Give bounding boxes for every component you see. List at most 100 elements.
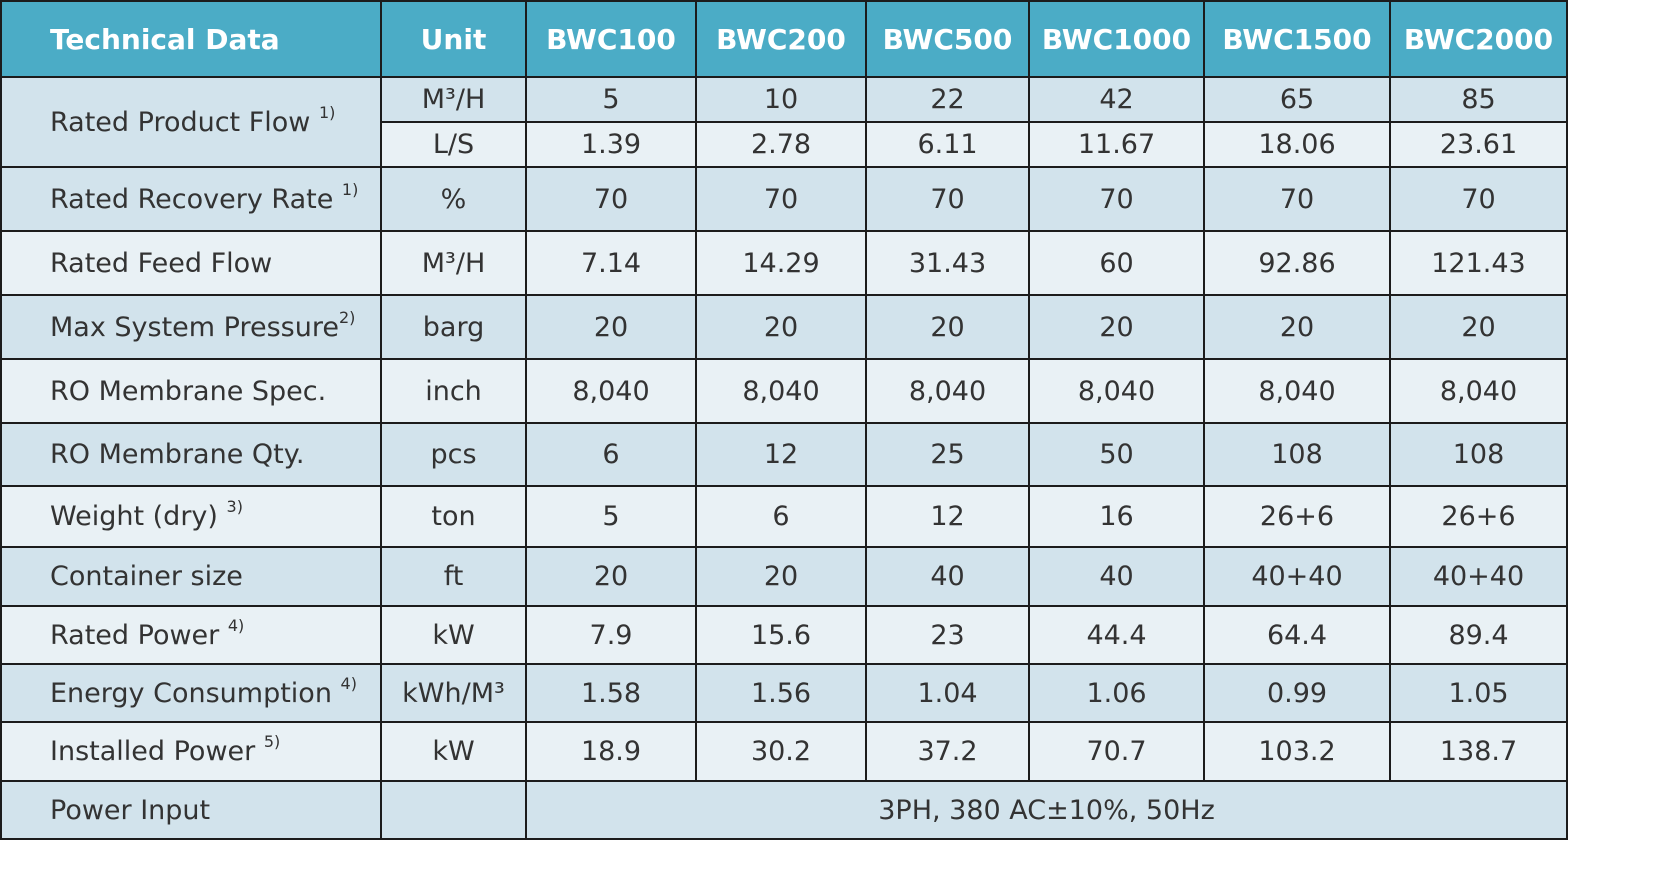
header-model: BWC2000 <box>1389 0 1568 78</box>
unit-cell: ton <box>380 485 527 548</box>
value-cell: 5 <box>525 76 697 123</box>
table-row: Rated Power 4) kW 7.9 15.6 23 44.4 64.4 … <box>0 605 1568 665</box>
value-cell: 20 <box>695 294 867 360</box>
table-row: Energy Consumption 4) kWh/M³ 1.58 1.56 1… <box>0 663 1568 723</box>
value-cell: 18.9 <box>525 721 697 782</box>
value-cell: 6 <box>695 485 867 548</box>
footnote-ref: 2) <box>338 307 356 327</box>
footnote-ref: 5) <box>263 732 281 751</box>
unit-cell <box>380 780 527 840</box>
header-row: Technical Data Unit BWC100 BWC200 BWC500… <box>0 0 1568 78</box>
table-row: Rated Product Flow 1) M³/H 5 10 22 42 65… <box>0 76 1568 168</box>
value-cell: 30.2 <box>695 721 867 782</box>
value-cell: 50 <box>1028 422 1205 487</box>
table-row: RO Membrane Spec. inch 8,040 8,040 8,040… <box>0 358 1568 424</box>
value-cell: 70 <box>1389 166 1568 232</box>
value-cell: 7.9 <box>525 605 697 665</box>
table-row: Installed Power 5) kW 18.9 30.2 37.2 70.… <box>0 721 1568 782</box>
unit-cell: M³/H <box>380 230 527 296</box>
value-cell: 15.6 <box>695 605 867 665</box>
value-cell: 40 <box>865 546 1030 607</box>
table-row: Container size ft 20 20 40 40 40+40 40+4… <box>0 546 1568 607</box>
table-row: Rated Recovery Rate 1) % 70 70 70 70 70 … <box>0 166 1568 232</box>
value-cell: 8,040 <box>525 358 697 424</box>
param-cell: RO Membrane Qty. <box>0 422 382 487</box>
value-cell: 22 <box>865 76 1030 123</box>
value-cell: 20 <box>1028 294 1205 360</box>
value-cell: 7.14 <box>525 230 697 296</box>
value-cell: 23.61 <box>1389 121 1568 168</box>
value-cell: 12 <box>865 485 1030 548</box>
unit-cell: pcs <box>380 422 527 487</box>
value-cell: 65 <box>1203 76 1391 123</box>
value-cell: 12 <box>695 422 867 487</box>
table-row: L/S 1.39 2.78 6.11 11.67 18.06 23.61 <box>1 121 1568 168</box>
value-cell: 6 <box>525 422 697 487</box>
value-cell: 1.06 <box>1028 663 1205 723</box>
footnote-ref: 4) <box>340 673 357 693</box>
param-label: Rated Feed Flow <box>50 247 273 279</box>
value-cell: 44.4 <box>1028 605 1205 665</box>
value-cell: 8,040 <box>865 358 1030 424</box>
header-model: BWC500 <box>865 0 1030 78</box>
unit-cell: kW <box>380 721 527 782</box>
value-cell: 1.04 <box>865 663 1030 723</box>
param-cell: Installed Power 5) <box>0 721 382 782</box>
param-cell: Energy Consumption 4) <box>0 663 382 723</box>
unit-cell: kWh/M³ <box>380 663 527 723</box>
value-cell: 20 <box>525 546 697 607</box>
value-cell: 8,040 <box>1028 358 1205 424</box>
param-cell: Power Input <box>0 780 382 840</box>
footnote-ref: 1) <box>318 102 336 122</box>
value-cell: 37.2 <box>865 721 1030 782</box>
unit-cell: % <box>380 166 527 232</box>
value-cell: 5 <box>525 485 697 548</box>
value-cell: 121.43 <box>1389 230 1568 296</box>
value-cell: 2.78 <box>695 121 867 168</box>
value-cell: 40+40 <box>1203 546 1391 607</box>
value-cell: 6.11 <box>865 121 1030 168</box>
value-cell: 0.99 <box>1203 663 1391 723</box>
param-cell: Rated Product Flow 1) <box>0 76 382 168</box>
value-cell: 1.58 <box>525 663 697 723</box>
unit-cell: barg <box>380 294 527 360</box>
param-label: Installed Power <box>50 736 256 767</box>
value-cell: 1.39 <box>525 121 697 168</box>
value-cell: 8,040 <box>695 358 867 424</box>
value-cell: 20 <box>1203 294 1391 360</box>
value-cell: 40 <box>1028 546 1205 607</box>
value-cell: 20 <box>1389 294 1568 360</box>
value-cell: 70 <box>695 166 867 232</box>
unit-cell: M³/H <box>380 76 527 123</box>
param-cell: Rated Feed Flow <box>0 230 382 296</box>
param-cell: Container size <box>0 546 382 607</box>
value-cell: 138.7 <box>1389 721 1568 782</box>
technical-data-table: Technical Data Unit BWC100 BWC200 BWC500… <box>0 0 1568 840</box>
value-cell: 25 <box>865 422 1030 487</box>
table-row: RO Membrane Qty. pcs 6 12 25 50 108 108 <box>0 422 1568 487</box>
table-row: Weight (dry) 3) ton 5 6 12 16 26+6 26+6 <box>0 485 1568 548</box>
header-model: BWC1500 <box>1203 0 1391 78</box>
value-cell: 20 <box>865 294 1030 360</box>
value-cell: 14.29 <box>695 230 867 296</box>
param-label: Rated Recovery Rate <box>50 183 334 215</box>
value-cell: 10 <box>695 76 867 123</box>
param-label: Rated Product Flow <box>50 106 311 138</box>
footnote-ref: 3) <box>226 497 243 516</box>
value-cell: 42 <box>1028 76 1205 123</box>
value-cell: 1.56 <box>695 663 867 723</box>
header-model: BWC1000 <box>1028 0 1205 78</box>
param-cell: Max System Pressure2) <box>0 294 382 360</box>
param-label: Max System Pressure <box>50 311 339 343</box>
header-model: BWC200 <box>695 0 867 78</box>
param-label: Container size <box>50 561 243 592</box>
value-cell: 70.7 <box>1028 721 1205 782</box>
value-cell: 20 <box>695 546 867 607</box>
header-unit: Unit <box>380 0 527 78</box>
value-cell: 26+6 <box>1389 485 1568 548</box>
value-cell: 23 <box>865 605 1030 665</box>
value-cell: 70 <box>1028 166 1205 232</box>
value-cell: 8,040 <box>1389 358 1568 424</box>
value-cell: 85 <box>1389 76 1568 123</box>
value-cell: 70 <box>525 166 697 232</box>
